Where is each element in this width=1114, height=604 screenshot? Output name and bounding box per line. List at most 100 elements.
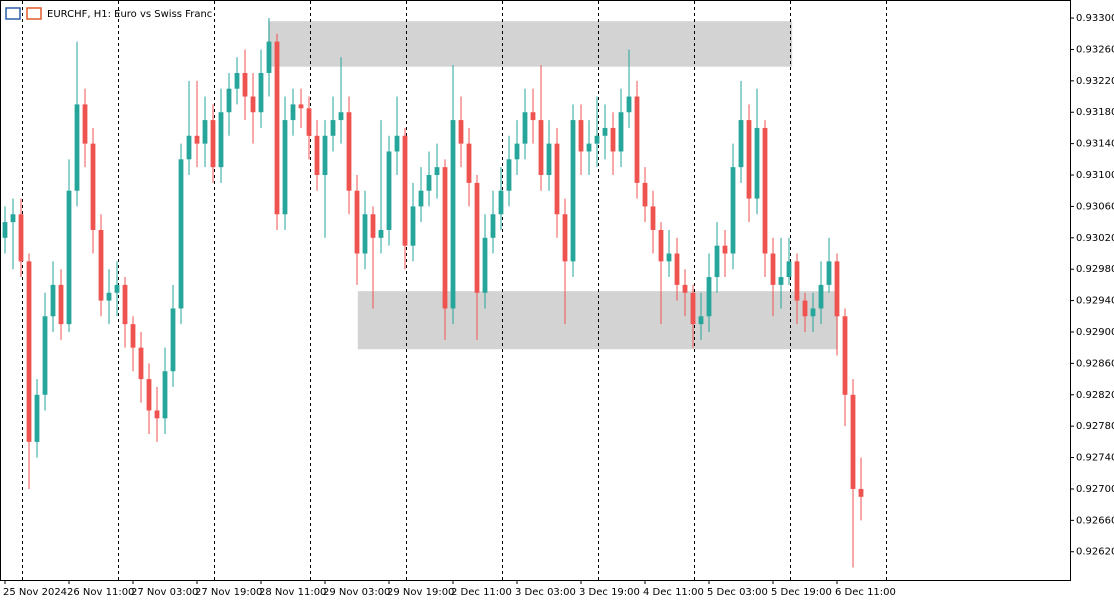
- candle: [194, 80, 200, 168]
- candle: [362, 190, 368, 270]
- candle-body: [658, 229, 664, 262]
- candle-body: [34, 394, 40, 442]
- candle-body: [42, 316, 48, 395]
- candle-body: [418, 190, 424, 207]
- candle-body: [634, 96, 640, 183]
- candle: [626, 49, 632, 128]
- y-tick-label: 0.92980: [1076, 264, 1114, 275]
- candle: [170, 284, 176, 387]
- candle: [234, 57, 240, 105]
- candle: [778, 237, 784, 309]
- candle: [450, 65, 456, 325]
- y-tick-label: 0.92860: [1076, 358, 1114, 369]
- candle-body: [762, 127, 768, 254]
- x-tick-label: 26 Nov 11:00: [67, 587, 134, 598]
- candle-body: [642, 182, 648, 207]
- candle-body: [466, 143, 472, 183]
- candle: [530, 88, 536, 144]
- candle-body: [706, 277, 712, 317]
- y-tick-label: 0.93180: [1076, 107, 1114, 118]
- candle-body: [298, 104, 304, 109]
- candle-body: [154, 410, 160, 419]
- candle-body: [314, 135, 320, 176]
- symbol-icons: [5, 7, 42, 20]
- chart-title: EURCHF, H1: Euro vs Swiss Franc: [47, 9, 212, 20]
- candle-body: [74, 104, 80, 191]
- candle: [154, 386, 160, 442]
- candle-body: [218, 112, 224, 168]
- candle-body: [578, 120, 584, 152]
- candle-body: [674, 253, 680, 285]
- candle: [754, 88, 760, 215]
- candle: [650, 190, 656, 254]
- candle: [818, 261, 824, 325]
- candle-body: [730, 167, 736, 254]
- candle: [82, 88, 88, 168]
- candle: [338, 57, 344, 144]
- candle: [242, 49, 248, 121]
- candle-body: [26, 261, 32, 442]
- candle-body: [594, 135, 600, 144]
- candle: [322, 120, 328, 238]
- candle: [226, 72, 232, 136]
- candle-body: [426, 175, 432, 191]
- icon: [26, 7, 42, 20]
- candle: [786, 237, 792, 285]
- candle-body: [842, 316, 848, 395]
- candle: [858, 457, 864, 521]
- candle-body: [786, 261, 792, 278]
- candle: [2, 206, 8, 254]
- candle: [738, 80, 744, 183]
- candle-body: [410, 206, 416, 246]
- candle-body: [858, 488, 864, 497]
- candle-body: [498, 190, 504, 215]
- candle-body: [458, 120, 464, 144]
- candle-body: [394, 135, 400, 152]
- candle: [794, 253, 800, 325]
- candle-body: [10, 214, 16, 223]
- candle: [378, 120, 384, 254]
- candle: [698, 292, 704, 340]
- x-tick-label: 29 Nov 03:00: [323, 587, 390, 598]
- candle-body: [602, 127, 608, 136]
- candle: [842, 308, 848, 427]
- candle-body: [122, 284, 128, 325]
- candle: [410, 182, 416, 262]
- candle: [706, 253, 712, 332]
- candle-body: [650, 206, 656, 230]
- candle-body: [378, 229, 384, 238]
- candle: [434, 143, 440, 199]
- candle-body: [490, 214, 496, 238]
- candle: [122, 277, 128, 348]
- candle: [66, 159, 72, 332]
- candle-body: [114, 284, 120, 293]
- candle: [90, 127, 96, 254]
- candle: [50, 261, 56, 332]
- candle-body: [450, 120, 456, 309]
- candle-body: [738, 120, 744, 168]
- icon: [5, 7, 21, 20]
- candle-body: [274, 41, 280, 215]
- y-tick-label: 0.93220: [1076, 76, 1114, 87]
- candle: [402, 127, 408, 270]
- candle-body: [530, 112, 536, 121]
- y-tick-label: 0.92940: [1076, 296, 1114, 307]
- candle: [146, 363, 152, 435]
- candle: [682, 269, 688, 317]
- y-tick-label: 0.92820: [1076, 390, 1114, 401]
- candle: [490, 190, 496, 254]
- candle-body: [818, 284, 824, 309]
- y-tick-label: 0.93060: [1076, 201, 1114, 212]
- candle-body: [362, 214, 368, 254]
- candle: [674, 237, 680, 301]
- candle-body: [322, 135, 328, 176]
- candle-body: [242, 72, 248, 97]
- candle: [834, 253, 840, 356]
- x-tick-label: 3 Dec 03:00: [515, 587, 576, 598]
- x-tick-label: 28 Nov 11:00: [259, 587, 326, 598]
- candle-body: [58, 284, 64, 325]
- candle: [642, 167, 648, 223]
- candle-body: [442, 167, 448, 309]
- candle-body: [250, 96, 256, 113]
